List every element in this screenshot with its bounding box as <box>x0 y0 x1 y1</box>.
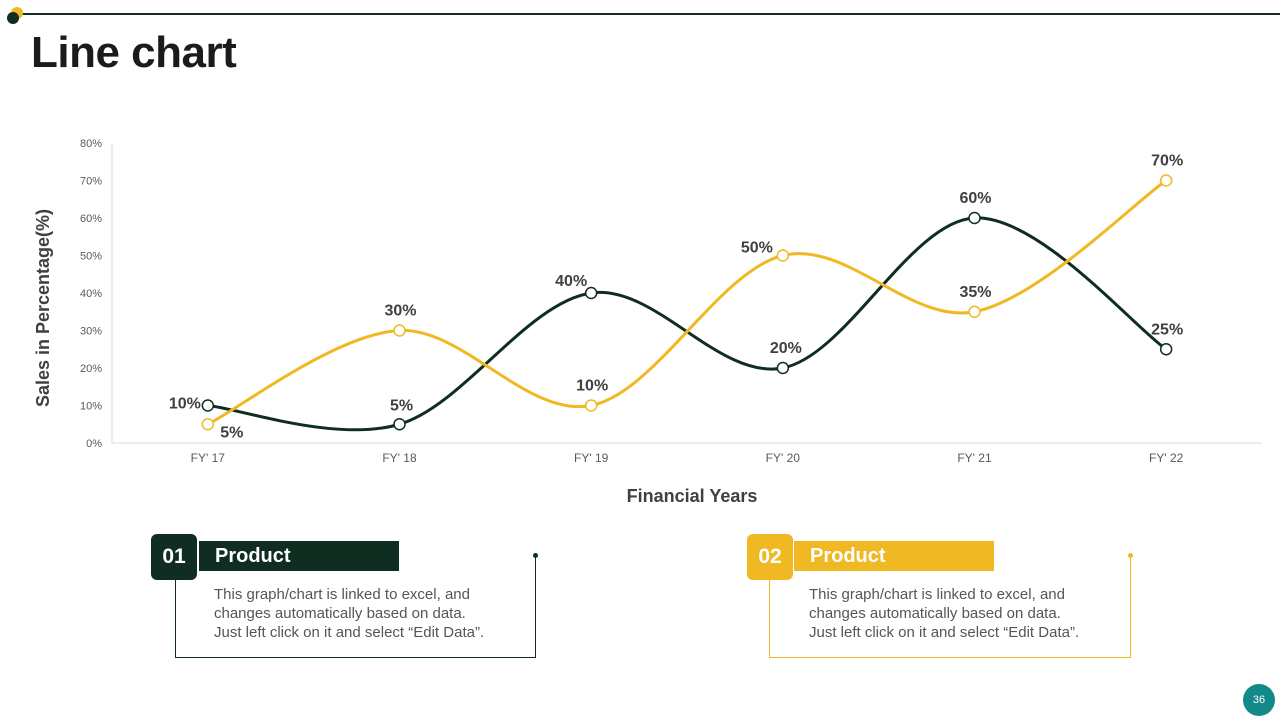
data-label: 10% <box>576 378 608 395</box>
data-label: 10% <box>169 396 201 413</box>
series-line-1 <box>207 216 1168 432</box>
data-point <box>1159 343 1173 356</box>
y-tick-label: 30% <box>80 326 102 338</box>
x-tick-label: FY' 18 <box>382 451 417 465</box>
frame-dot <box>533 553 538 558</box>
data-point <box>776 361 790 375</box>
x-tick-label: FY' 22 <box>1149 451 1184 465</box>
card-frame <box>175 556 536 658</box>
card-label: Product <box>794 541 994 571</box>
x-tick-label: FY' 17 <box>191 451 226 465</box>
y-tick-label: 40% <box>80 288 102 300</box>
data-point <box>393 418 406 431</box>
series-line-2 <box>207 179 1168 426</box>
data-point <box>393 324 406 337</box>
card-text: This graph/chart is linked to excel, and… <box>214 586 485 641</box>
y-tick-label: 60% <box>80 213 102 225</box>
x-tick-label: FY' 21 <box>957 451 992 465</box>
data-label: 20% <box>770 340 802 357</box>
card-text: This graph/chart is linked to excel, and… <box>809 586 1080 641</box>
frame-dot <box>1128 553 1133 558</box>
card-number: 01 <box>151 534 197 580</box>
data-label: 35% <box>959 284 991 301</box>
decor-dot-green <box>7 12 19 24</box>
y-tick-label: 0% <box>86 438 102 450</box>
y-tick-label: 50% <box>80 251 102 263</box>
page-number: 36 <box>1243 684 1275 716</box>
data-label: 5% <box>220 424 243 441</box>
data-label: 25% <box>1151 321 1183 338</box>
data-label: 30% <box>384 303 416 320</box>
card-frame <box>769 556 1131 658</box>
card-number: 02 <box>747 534 793 580</box>
header-line <box>18 13 1280 15</box>
y-tick-label: 10% <box>80 401 102 413</box>
data-point <box>201 418 215 431</box>
data-label: 70% <box>1151 153 1183 170</box>
line-chart[interactable]: 0% 10% 20% 30% 40% 50% 60% 70% 80% FY' 17 FY' 18 FY… <box>0 0 1280 520</box>
data-point <box>584 286 598 300</box>
data-point <box>201 399 215 412</box>
x-tick-label: FY' 20 <box>766 451 801 465</box>
y-tick-label: 80% <box>80 138 102 150</box>
x-tick-label: FY' 19 <box>574 451 609 465</box>
data-point <box>968 305 981 318</box>
card-label: Product <box>199 541 399 571</box>
data-label: 5% <box>390 397 413 414</box>
x-axis-title: Financial Years <box>627 486 758 506</box>
data-label: 60% <box>959 190 991 207</box>
data-label: 50% <box>741 240 773 257</box>
y-tick-label: 70% <box>80 176 102 188</box>
data-label: 40% <box>555 273 587 290</box>
data-point <box>584 399 598 412</box>
data-point <box>1159 174 1173 187</box>
page-title: Line chart <box>31 28 237 77</box>
data-point <box>776 249 790 262</box>
data-point <box>968 211 981 225</box>
y-tick-label: 20% <box>80 363 102 375</box>
y-axis-title: Sales in Percentage(%) <box>33 209 53 407</box>
